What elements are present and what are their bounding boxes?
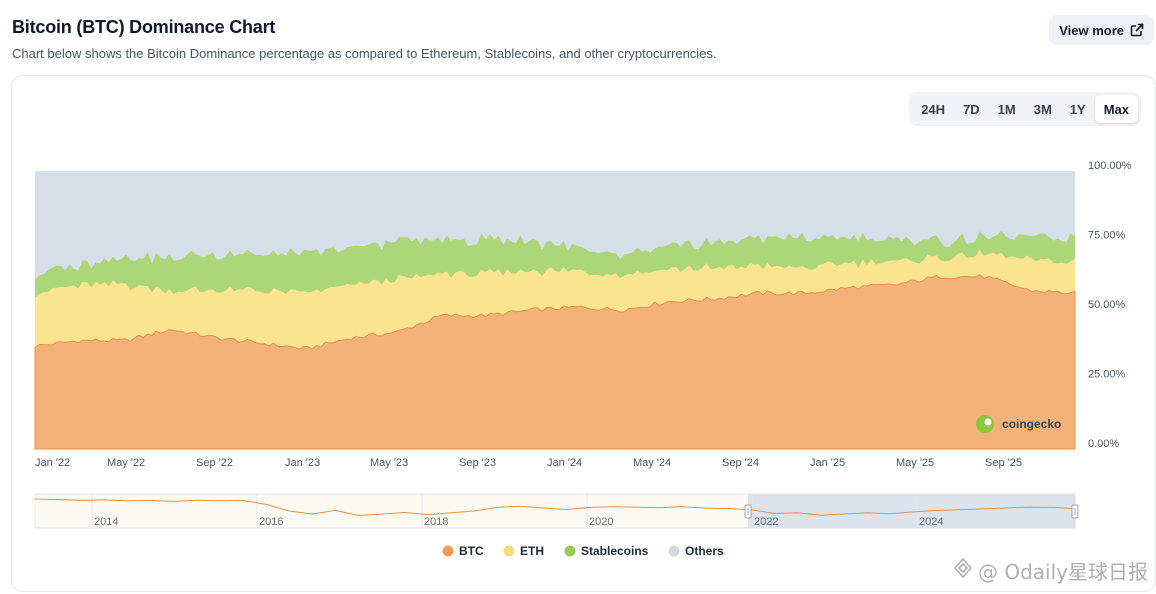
navigator-tick-label: 2014: [94, 516, 118, 528]
x-tick-label: Sep '25: [985, 457, 1022, 469]
x-tick-label: May '22: [107, 457, 145, 469]
legend-swatch: [503, 545, 515, 557]
watermark: @ Odaily星球日报: [952, 556, 1148, 585]
coingecko-label: coingecko: [1002, 417, 1061, 431]
y-tick-label: 75.00%: [1088, 230, 1126, 242]
y-tick-label: 100.00%: [1088, 160, 1132, 172]
navigator-tick-label: 2020: [589, 516, 613, 528]
navigator-tick-label: 2022: [754, 516, 778, 528]
coingecko-logo-eye: [984, 418, 992, 426]
range-max-button[interactable]: Max: [1094, 95, 1138, 123]
x-tick-label: Sep '23: [459, 457, 496, 469]
legend-label: ETH: [520, 544, 544, 558]
x-tick-label: May '23: [370, 457, 408, 469]
odaily-logo-icon: [952, 557, 974, 584]
x-tick-label: Jan '23: [285, 457, 320, 469]
navigator-tick-label: 2018: [424, 516, 448, 528]
watermark-label: @ Odaily星球日报: [978, 560, 1148, 584]
coingecko-brand: coingecko: [976, 415, 1061, 433]
plot-area: [34, 171, 1076, 450]
y-tick-label: 25.00%: [1088, 369, 1126, 381]
range-24h-button[interactable]: 24H: [912, 95, 954, 123]
navigator-left-handle[interactable]: [744, 504, 752, 519]
legend-swatch: [564, 545, 576, 557]
legend-item-eth[interactable]: ETH: [503, 544, 545, 558]
x-tick-label: May '25: [896, 457, 934, 469]
view-more-label: View more: [1059, 22, 1124, 38]
range-7d-button[interactable]: 7D: [954, 95, 989, 123]
legend-item-btc[interactable]: BTC: [442, 544, 484, 558]
legend-swatch: [442, 545, 454, 557]
y-tick-label: 50.00%: [1088, 299, 1126, 311]
x-tick-label: Jan '22: [35, 457, 70, 469]
x-tick-label: Jan '25: [810, 457, 845, 469]
legend-label: Others: [685, 544, 724, 558]
x-tick-label: May '24: [633, 457, 671, 469]
legend-label: BTC: [459, 544, 484, 558]
legend-swatch: [668, 545, 680, 557]
navigator-tick-label: 2024: [919, 516, 943, 528]
external-link-icon: [1130, 23, 1144, 37]
x-tick-label: Sep '24: [722, 457, 759, 469]
view-more-button[interactable]: View more: [1049, 15, 1154, 45]
series-btc-area: [34, 274, 1076, 450]
range-1y-button[interactable]: 1Y: [1061, 95, 1095, 123]
y-tick-label: 0.00%: [1088, 438, 1119, 450]
legend-item-stablecoins[interactable]: Stablecoins: [564, 544, 649, 558]
range-selector: 24H 7D 1M 3M 1Y Max: [909, 92, 1141, 126]
page-title: Bitcoin (BTC) Dominance Chart: [12, 17, 276, 37]
range-1m-button[interactable]: 1M: [989, 95, 1025, 123]
page-subtitle: Chart below shows the Bitcoin Dominance …: [12, 46, 717, 61]
legend-item-others[interactable]: Others: [668, 544, 725, 558]
navigator-btc-line: [34, 498, 1076, 517]
legend-label: Stablecoins: [581, 544, 649, 558]
coingecko-logo-icon: [976, 415, 994, 433]
range-3m-button[interactable]: 3M: [1025, 95, 1061, 123]
navigator-tick-label: 2016: [259, 516, 283, 528]
x-tick-label: Sep '22: [196, 457, 233, 469]
x-tick-label: Jan '24: [547, 457, 582, 469]
navigator-selection: [748, 494, 1075, 528]
chart-legend: BTC ETH Stablecoins Others: [442, 544, 725, 558]
navigator-right-handle[interactable]: [1071, 504, 1079, 519]
